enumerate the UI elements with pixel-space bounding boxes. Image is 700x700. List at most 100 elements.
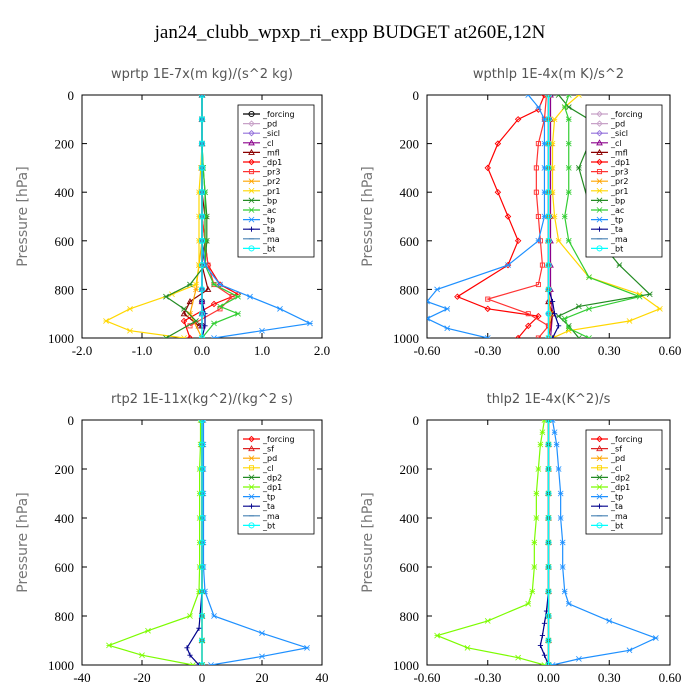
legend-label: _bp: [262, 196, 277, 205]
series-point: [514, 116, 522, 123]
series-point: [535, 237, 542, 244]
series-point: [545, 95, 552, 99]
series-line: [189, 95, 233, 327]
series-point: [127, 327, 133, 334]
legend-marker: [596, 484, 603, 490]
legend-label: _bt: [262, 244, 275, 253]
y-tick-label: 200: [55, 137, 75, 152]
legend-label: _forcing: [610, 110, 643, 119]
series-point: [557, 490, 564, 497]
series-point: [545, 310, 552, 317]
series-point: [531, 564, 538, 570]
series-point: [193, 286, 199, 293]
series-point: [545, 563, 552, 571]
series-point: [198, 637, 206, 644]
series-point: [529, 588, 536, 595]
legend-marker: [248, 484, 255, 490]
series-point: [505, 262, 511, 268]
legend-marker: [596, 435, 603, 443]
legend-marker: [248, 129, 255, 137]
legend-label: _ta: [610, 502, 623, 511]
series-point: [551, 213, 558, 220]
legend-marker: [596, 245, 603, 252]
series-point: [559, 539, 566, 546]
series-point: [198, 164, 206, 171]
series-group: [434, 420, 659, 665]
series-point: [514, 334, 522, 338]
series-point: [575, 303, 582, 310]
series-point: [545, 286, 552, 293]
series-line: [485, 95, 550, 338]
series-point: [539, 262, 545, 268]
legend-label: _pd: [610, 120, 625, 129]
legend-marker: [248, 197, 255, 204]
chart-panel: wprtp 1E-7x(m kg)/(s^2 kg) -2.0 -1.0 0.0 1.0…: [15, 67, 330, 358]
series-point: [139, 652, 145, 659]
series-point: [145, 627, 151, 634]
legend-marker: [248, 455, 255, 462]
legend-label: _dp1: [610, 158, 630, 167]
series-group: [427, 95, 663, 338]
legend-marker: [596, 178, 603, 185]
series-point: [539, 429, 546, 436]
legend-label: _pd: [262, 454, 277, 463]
legend-label: _ma: [610, 235, 628, 244]
y-tick-label: 0: [68, 88, 75, 103]
legend-label: _pr3: [262, 168, 280, 177]
legend-label: _sicl: [262, 129, 280, 138]
legend-label: _forcing: [262, 435, 295, 444]
legend-label: _dp1: [262, 158, 282, 167]
series-point: [545, 514, 552, 522]
y-tick-label: 600: [55, 560, 75, 575]
series-point: [551, 429, 558, 436]
series-point: [444, 305, 451, 312]
series-point: [196, 662, 202, 665]
series-point: [575, 335, 582, 338]
series-point: [561, 588, 568, 595]
series-group: [103, 95, 313, 338]
series-point: [545, 164, 552, 171]
legend-label: _dp2: [610, 473, 630, 482]
y-axis-label: Pressure [hPa]: [15, 492, 31, 592]
series-point: [198, 237, 206, 244]
chart-title: rtp2 1E-11x(kg^2)/(kg^2 s): [111, 392, 293, 407]
series-point: [545, 539, 552, 546]
series-point: [535, 141, 541, 147]
series-point: [259, 630, 265, 637]
legend-label: _dp2: [262, 473, 282, 482]
y-tick-label: 0: [413, 413, 420, 428]
y-tick-label: 1000: [48, 331, 74, 346]
series-point: [504, 213, 512, 220]
series-point: [525, 600, 532, 607]
series-point: [277, 305, 283, 312]
series-point: [565, 165, 572, 171]
legend-label: _forcing: [610, 435, 643, 444]
legend-marker: [248, 474, 255, 481]
series-point: [464, 644, 471, 651]
legend-marker: [596, 197, 603, 204]
series-line: [435, 420, 546, 665]
legend-label: _tp: [610, 493, 623, 502]
series-point: [565, 116, 572, 123]
series-point: [484, 305, 491, 313]
legend-marker: [596, 465, 603, 471]
x-tick-label: 1.0: [254, 343, 270, 358]
legend-marker: [596, 207, 603, 213]
legend-marker: [596, 129, 603, 137]
series-point: [180, 317, 188, 325]
legend-label: _tp: [262, 493, 275, 502]
y-tick-label: 400: [400, 511, 420, 526]
series-point: [190, 662, 196, 665]
legend-marker: [248, 148, 255, 155]
legend: _forcing_sf_pd_cl_dp2_dp1_tp_ta_ma_bt: [585, 429, 663, 535]
series-point: [198, 420, 206, 424]
series-point: [549, 298, 556, 305]
y-tick-label: 800: [55, 609, 75, 624]
series-point: [307, 320, 313, 327]
series-point: [184, 645, 190, 651]
legend-marker: [596, 148, 603, 155]
series-point: [186, 334, 194, 338]
series-point: [565, 95, 572, 98]
series-point: [515, 654, 522, 661]
series-point: [514, 237, 522, 245]
